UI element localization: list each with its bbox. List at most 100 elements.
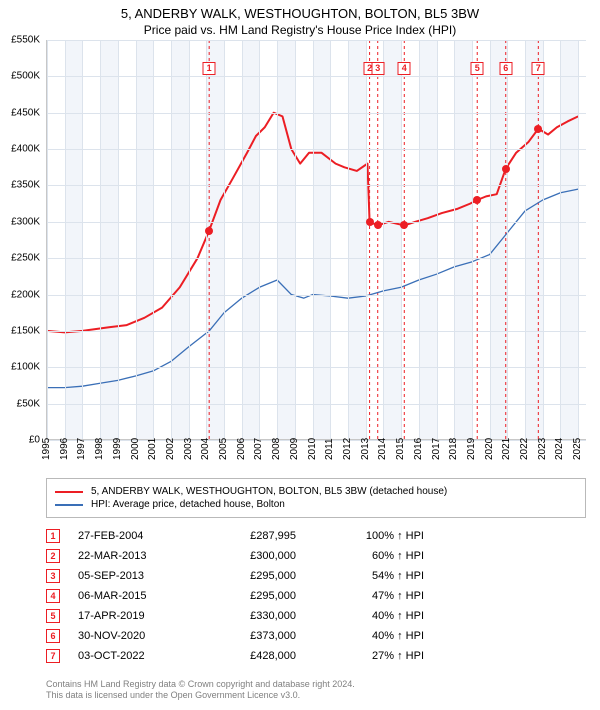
gridline-v [118, 40, 119, 439]
gridline-v [525, 40, 526, 439]
sales-row-number: 7 [46, 649, 60, 663]
gridline-h [47, 258, 586, 259]
x-tick-label: 2012 [342, 438, 353, 460]
sales-date: 27-FEB-2004 [78, 530, 188, 542]
sales-date: 05-SEP-2013 [78, 570, 188, 582]
gridline-v [82, 40, 83, 439]
sales-price: £287,995 [206, 530, 296, 542]
gridline-v [224, 40, 225, 439]
y-tick-label: £150K [11, 325, 40, 336]
sales-pct: 47% ↑ HPI [314, 590, 424, 602]
gridline-v [437, 40, 438, 439]
x-tick-label: 2000 [130, 438, 141, 460]
gridline-h [47, 367, 586, 368]
sales-pct: 40% ↑ HPI [314, 630, 424, 642]
legend-swatch [55, 504, 83, 506]
line-series-svg [47, 40, 587, 440]
x-tick-label: 2010 [307, 438, 318, 460]
sales-row-number: 1 [46, 529, 60, 543]
legend-label: 5, ANDERBY WALK, WESTHOUGHTON, BOLTON, B… [91, 486, 447, 497]
x-tick-label: 2024 [554, 438, 565, 460]
gridline-v [348, 40, 349, 439]
x-tick-label: 2018 [448, 438, 459, 460]
gridline-h [47, 40, 586, 41]
x-tick-label: 2005 [218, 438, 229, 460]
gridline-v [401, 40, 402, 439]
gridline-h [47, 185, 586, 186]
y-tick-label: £300K [11, 216, 40, 227]
sale-marker-number: 3 [371, 62, 384, 75]
x-tick-label: 2019 [466, 438, 477, 460]
gridline-v [560, 40, 561, 439]
x-tick-label: 2021 [501, 438, 512, 460]
sales-pct: 100% ↑ HPI [314, 530, 424, 542]
x-tick-label: 2001 [147, 438, 158, 460]
x-tick-label: 2011 [324, 438, 335, 460]
gridline-v [259, 40, 260, 439]
title-line-2: Price paid vs. HM Land Registry's House … [0, 23, 600, 37]
gridline-v [153, 40, 154, 439]
x-axis-ticks: 1995199619971998199920002001200220032004… [46, 440, 586, 470]
gridline-v [490, 40, 491, 439]
gridline-v [277, 40, 278, 439]
sales-date: 30-NOV-2020 [78, 630, 188, 642]
gridline-v [100, 40, 101, 439]
sale-marker-number: 5 [471, 62, 484, 75]
sales-row: 1 27-FEB-2004 £287,995 100% ↑ HPI [46, 526, 586, 546]
gridline-v [65, 40, 66, 439]
footer-attribution: Contains HM Land Registry data © Crown c… [46, 679, 586, 702]
sales-row: 703-OCT-2022£428,00027% ↑ HPI [46, 646, 586, 666]
sales-row: 222-MAR-2013£300,00060% ↑ HPI [46, 546, 586, 566]
x-tick-label: 2016 [413, 438, 424, 460]
x-tick-label: 1998 [94, 438, 105, 460]
x-tick-label: 1996 [59, 438, 70, 460]
x-tick-label: 2013 [360, 438, 371, 460]
sales-pct: 54% ↑ HPI [314, 570, 424, 582]
x-tick-label: 2014 [377, 438, 388, 460]
legend: 5, ANDERBY WALK, WESTHOUGHTON, BOLTON, B… [46, 478, 586, 518]
sale-dot [534, 125, 542, 133]
gridline-v [313, 40, 314, 439]
sales-table: 1 27-FEB-2004 £287,995 100% ↑ HPI 222-MAR-20… [46, 526, 586, 666]
gridline-v [242, 40, 243, 439]
plot-area: 1234567 [46, 40, 586, 440]
x-tick-label: 2017 [431, 438, 442, 460]
legend-label: HPI: Average price, detached house, Bolt… [91, 499, 285, 510]
sale-dot [502, 165, 510, 173]
x-tick-label: 2002 [165, 438, 176, 460]
x-tick-label: 2006 [236, 438, 247, 460]
gridline-v [454, 40, 455, 439]
x-tick-label: 1995 [41, 438, 52, 460]
x-tick-label: 1997 [76, 438, 87, 460]
sales-date: 17-APR-2019 [78, 610, 188, 622]
x-tick-label: 2015 [395, 438, 406, 460]
gridline-v [330, 40, 331, 439]
sale-marker-number: 7 [532, 62, 545, 75]
y-axis-ticks: £0£50K£100K£150K£200K£250K£300K£350K£400… [0, 40, 44, 440]
y-tick-label: £550K [11, 35, 40, 46]
chart: £0£50K£100K£150K£200K£250K£300K£350K£400… [0, 40, 600, 470]
x-tick-label: 2022 [519, 438, 530, 460]
title-line-1: 5, ANDERBY WALK, WESTHOUGHTON, BOLTON, B… [0, 6, 600, 21]
sales-pct: 27% ↑ HPI [314, 650, 424, 662]
gridline-v [419, 40, 420, 439]
y-tick-label: £100K [11, 362, 40, 373]
gridline-h [47, 76, 586, 77]
y-tick-label: £0 [29, 435, 40, 446]
gridline-v [206, 40, 207, 439]
gridline-h [47, 295, 586, 296]
sales-date: 03-OCT-2022 [78, 650, 188, 662]
gridline-v [136, 40, 137, 439]
gridline-h [47, 113, 586, 114]
sale-dot [205, 227, 213, 235]
gridline-h [47, 149, 586, 150]
footer-line-1: Contains HM Land Registry data © Crown c… [46, 679, 586, 691]
sales-date: 06-MAR-2015 [78, 590, 188, 602]
sales-date: 22-MAR-2013 [78, 550, 188, 562]
y-tick-label: £200K [11, 289, 40, 300]
gridline-v [543, 40, 544, 439]
sales-row-number: 6 [46, 629, 60, 643]
sale-marker-number: 6 [499, 62, 512, 75]
sales-price: £295,000 [206, 570, 296, 582]
x-tick-label: 2025 [572, 438, 583, 460]
